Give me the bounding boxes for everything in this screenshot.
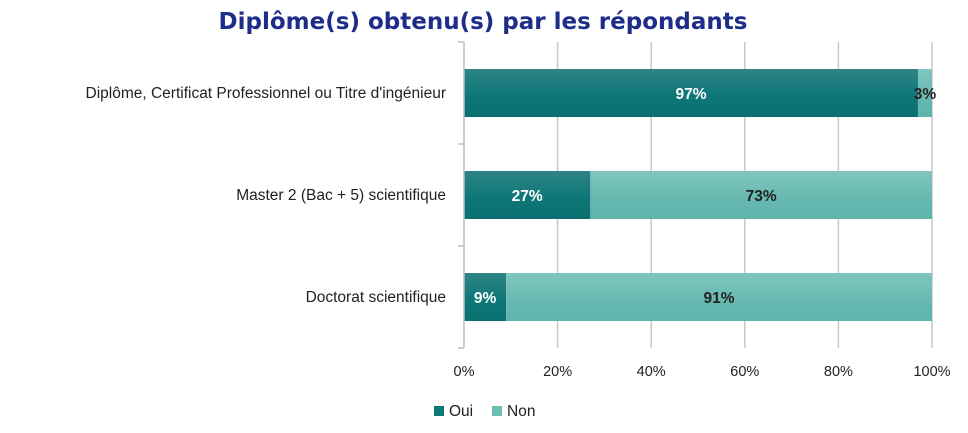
x-tick-label: 60%	[730, 364, 759, 380]
x-tick-label: 40%	[637, 364, 666, 380]
x-tick-label: 80%	[824, 364, 853, 380]
bar-non-0	[917, 69, 932, 117]
legend-swatch-oui	[434, 406, 444, 416]
legend-swatch-non	[492, 406, 502, 416]
bar-non-2	[506, 273, 932, 321]
bars	[464, 69, 932, 321]
bar-oui-0	[464, 69, 918, 117]
x-tick-label: 20%	[543, 364, 572, 380]
chart-title: Diplôme(s) obtenu(s) par les répondants	[219, 9, 748, 35]
data-label: 73%	[746, 188, 777, 205]
labels: 0% 20% 40% 60% 80% 100% Diplôme, Certificat Pr…	[86, 85, 951, 380]
bar-oui-2	[464, 273, 507, 321]
legend-label-non: Non	[507, 403, 535, 420]
data-label: 9%	[474, 290, 497, 307]
x-tick-label: 0%	[454, 364, 475, 380]
x-tick-label: 100%	[913, 364, 950, 380]
category-label: Doctorat scientifique	[306, 289, 446, 306]
data-label: 91%	[704, 290, 735, 307]
bar-non-1	[590, 171, 932, 219]
data-label: 3%	[914, 86, 937, 103]
category-label: Master 2 (Bac + 5) scientifique	[236, 187, 446, 204]
bar-oui-1	[464, 171, 591, 219]
data-label: 27%	[512, 188, 543, 205]
category-label: Diplôme, Certificat Professionnel ou Tit…	[86, 85, 447, 102]
legend-label-oui: Oui	[449, 403, 473, 420]
legend: Oui Non	[434, 403, 535, 420]
data-label: 97%	[675, 86, 706, 103]
axes	[458, 41, 465, 349]
